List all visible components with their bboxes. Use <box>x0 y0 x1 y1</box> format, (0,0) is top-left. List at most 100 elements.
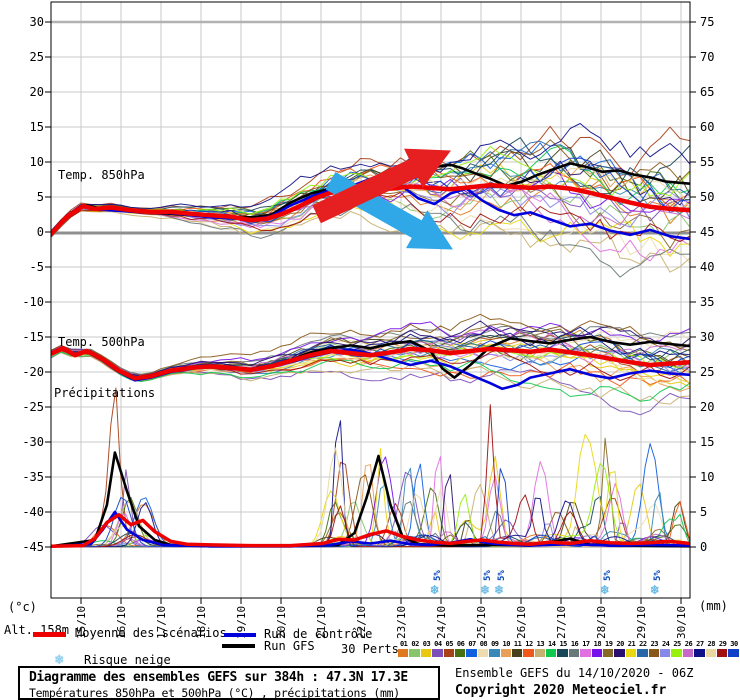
member-swatch-25: 25 <box>671 640 682 657</box>
svg-text:26/10: 26/10 <box>515 606 528 639</box>
member-swatch-13: 13 <box>534 640 546 657</box>
mean-line-sample <box>33 632 66 637</box>
member-swatch-21: 21 <box>625 640 637 657</box>
snow-risk-markers: ❄5%❄5%❄5%❄5%❄5% <box>430 570 663 599</box>
member-swatch-18: 18 <box>591 640 603 657</box>
chart-title: Diagramme des ensembles GEFS sur 384h : … <box>29 670 408 685</box>
svg-text:27/10: 27/10 <box>555 606 568 639</box>
svg-text:-10: -10 <box>22 295 44 309</box>
svg-text:20: 20 <box>30 85 44 99</box>
member-swatch-10: 10 <box>500 640 512 657</box>
snowflake-icon: ❄ <box>600 583 609 598</box>
svg-text:20: 20 <box>700 400 714 414</box>
svg-text:21/10: 21/10 <box>315 606 328 639</box>
member-swatch-27: 27 <box>694 640 705 657</box>
svg-text:-30: -30 <box>22 435 44 449</box>
member-swatch-01: 01 <box>398 640 409 657</box>
member-swatch-04: 04 <box>432 640 443 657</box>
member-swatch-09: 09 <box>489 640 500 657</box>
svg-text:-5: -5 <box>30 260 44 274</box>
svg-text:55: 55 <box>700 155 714 169</box>
chart-title-box: Diagramme des ensembles GEFS sur 384h : … <box>18 666 440 700</box>
svg-text:5: 5 <box>37 190 44 204</box>
svg-text:45: 45 <box>700 225 714 239</box>
svg-text:17/10: 17/10 <box>155 606 168 639</box>
snowflake-icon: ❄ <box>55 652 64 668</box>
svg-text:-35: -35 <box>22 470 44 484</box>
member-swatch-26: 26 <box>682 640 694 657</box>
svg-text:15: 15 <box>30 120 44 134</box>
svg-text:20/10: 20/10 <box>275 606 288 639</box>
svg-text:18/10: 18/10 <box>195 606 208 639</box>
member-swatch-23: 23 <box>648 640 660 657</box>
svg-text:30/10: 30/10 <box>675 606 688 639</box>
member-swatch-19: 19 <box>603 640 614 657</box>
svg-text:25: 25 <box>30 50 44 64</box>
svg-text:15/10: 15/10 <box>75 606 88 639</box>
svg-text:40: 40 <box>700 260 714 274</box>
svg-text:29/10: 29/10 <box>635 606 648 639</box>
svg-text:5%: 5% <box>603 570 613 581</box>
member-swatch-28: 28 <box>705 640 717 657</box>
svg-text:5: 5 <box>700 505 707 519</box>
svg-text:30: 30 <box>700 330 714 344</box>
svg-text:10: 10 <box>700 470 714 484</box>
ensemble-chart: 302520151050-5-10-15-20-25-30-35-40-4575… <box>22 1 714 639</box>
member-swatch-24: 24 <box>659 640 671 657</box>
copyright: Copyright 2020 Meteociel.fr <box>455 683 667 698</box>
panel-label-t850: Temp. 850hPa <box>58 168 145 182</box>
svg-text:23/10: 23/10 <box>395 606 408 639</box>
gfs-line-sample <box>222 644 255 648</box>
member-swatch-05: 05 <box>443 640 455 657</box>
svg-text:19/10: 19/10 <box>235 606 248 639</box>
svg-text:28/10: 28/10 <box>595 606 608 639</box>
svg-text:35: 35 <box>700 295 714 309</box>
svg-text:24/10: 24/10 <box>435 606 448 639</box>
axis-labels: 302520151050-5-10-15-20-25-30-35-40-4575… <box>22 15 714 639</box>
member-color-key: 01 02 03 04 05 06 07 08 09 10 11 12 13 14 15 16 17 18 19 20… <box>398 640 740 657</box>
svg-text:22/10: 22/10 <box>355 606 368 639</box>
member-swatch-20: 20 <box>614 640 625 657</box>
member-swatch-02: 02 <box>409 640 420 657</box>
legend-snow-label: Risque neige <box>84 653 171 667</box>
svg-text:-20: -20 <box>22 365 44 379</box>
svg-text:30: 30 <box>30 15 44 29</box>
member-swatch-08: 08 <box>477 640 489 657</box>
member-swatch-03: 03 <box>420 640 432 657</box>
svg-text:-15: -15 <box>22 330 44 344</box>
snowflake-icon: ❄ <box>494 583 503 598</box>
svg-text:25/10: 25/10 <box>475 606 488 639</box>
svg-text:5%: 5% <box>433 570 443 581</box>
member-swatch-16: 16 <box>568 640 580 657</box>
right-axis-unit: (mm) <box>699 599 728 613</box>
svg-text:60: 60 <box>700 120 714 134</box>
svg-text:10: 10 <box>30 155 44 169</box>
svg-text:5%: 5% <box>497 570 507 581</box>
svg-text:5%: 5% <box>653 570 663 581</box>
grid-lines <box>51 2 690 598</box>
left-axis-unit: (°c) <box>8 600 37 614</box>
snowflake-icon: ❄ <box>650 583 659 598</box>
svg-text:70: 70 <box>700 50 714 64</box>
chart-subtitle: Températures 850hPa et 500hPa (°C) , pré… <box>29 686 400 700</box>
member-swatch-17: 17 <box>580 640 591 657</box>
legend-perts-label: 30 Perts. <box>341 642 407 656</box>
red-arrow-annotation <box>312 148 451 224</box>
member-swatch-22: 22 <box>637 640 648 657</box>
plot-border <box>50 1 691 599</box>
control-line-sample <box>224 633 256 637</box>
svg-text:16/10: 16/10 <box>115 606 128 639</box>
member-swatch-30: 30 <box>728 640 739 657</box>
ensemble-curves <box>51 123 690 549</box>
legend-mean-label: Moyenne des scénarios <box>75 626 227 640</box>
run-info: Ensemble GEFS du 14/10/2020 - 06Z <box>455 666 694 680</box>
svg-text:-40: -40 <box>22 505 44 519</box>
member-swatch-11: 11 <box>511 640 523 657</box>
svg-text:25: 25 <box>700 365 714 379</box>
svg-text:0: 0 <box>700 540 707 554</box>
svg-text:0: 0 <box>37 225 44 239</box>
snowflake-icon: ❄ <box>430 583 439 598</box>
legend-gfs-label: Run GFS <box>264 639 315 653</box>
svg-text:5%: 5% <box>483 570 493 581</box>
